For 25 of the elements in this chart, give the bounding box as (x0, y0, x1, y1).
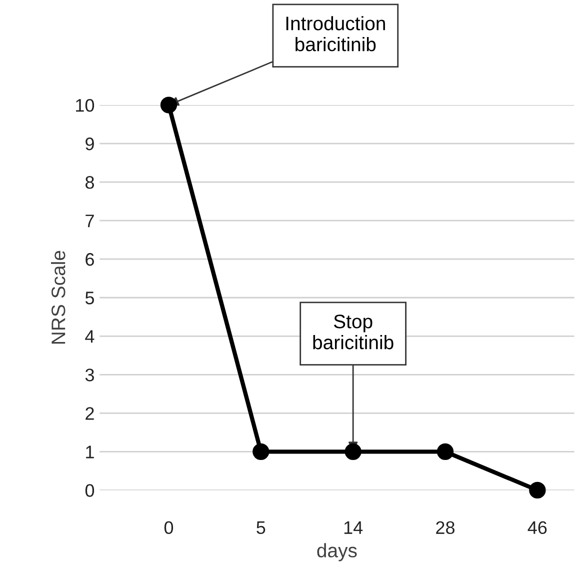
x-tick-label: 46 (528, 521, 547, 534)
y-tick-label: 8 (86, 176, 94, 189)
x-tick-label: 28 (436, 521, 455, 534)
y-tick-label: 7 (86, 214, 94, 228)
y-tick-label: 4 (85, 330, 94, 343)
point (160, 96, 178, 114)
x-axis-title: days (317, 543, 357, 562)
y-tick-label: 0 (85, 484, 94, 497)
y-tick-label: 9 (86, 137, 94, 150)
annotation: Introduction baricitinib (286, 16, 385, 52)
y-tick-label: 6 (86, 253, 94, 266)
x-tick-label: 14 (344, 521, 363, 534)
y-tick-label: 3 (85, 368, 94, 382)
y-tick-label: 1 (86, 446, 94, 458)
x-tick-label: 0 (164, 521, 174, 534)
y-tick-label: 2 (86, 407, 94, 420)
point (529, 482, 546, 499)
x-tick-label: 5 (256, 521, 266, 534)
point (344, 443, 362, 460)
y-tick-label: 5 (85, 292, 94, 304)
point (252, 443, 270, 460)
y-axis-title: NRS Scale (50, 250, 66, 344)
y-tick-label: 10 (76, 98, 94, 112)
point (436, 443, 454, 460)
annotation: Stop baricitinib (313, 314, 394, 350)
